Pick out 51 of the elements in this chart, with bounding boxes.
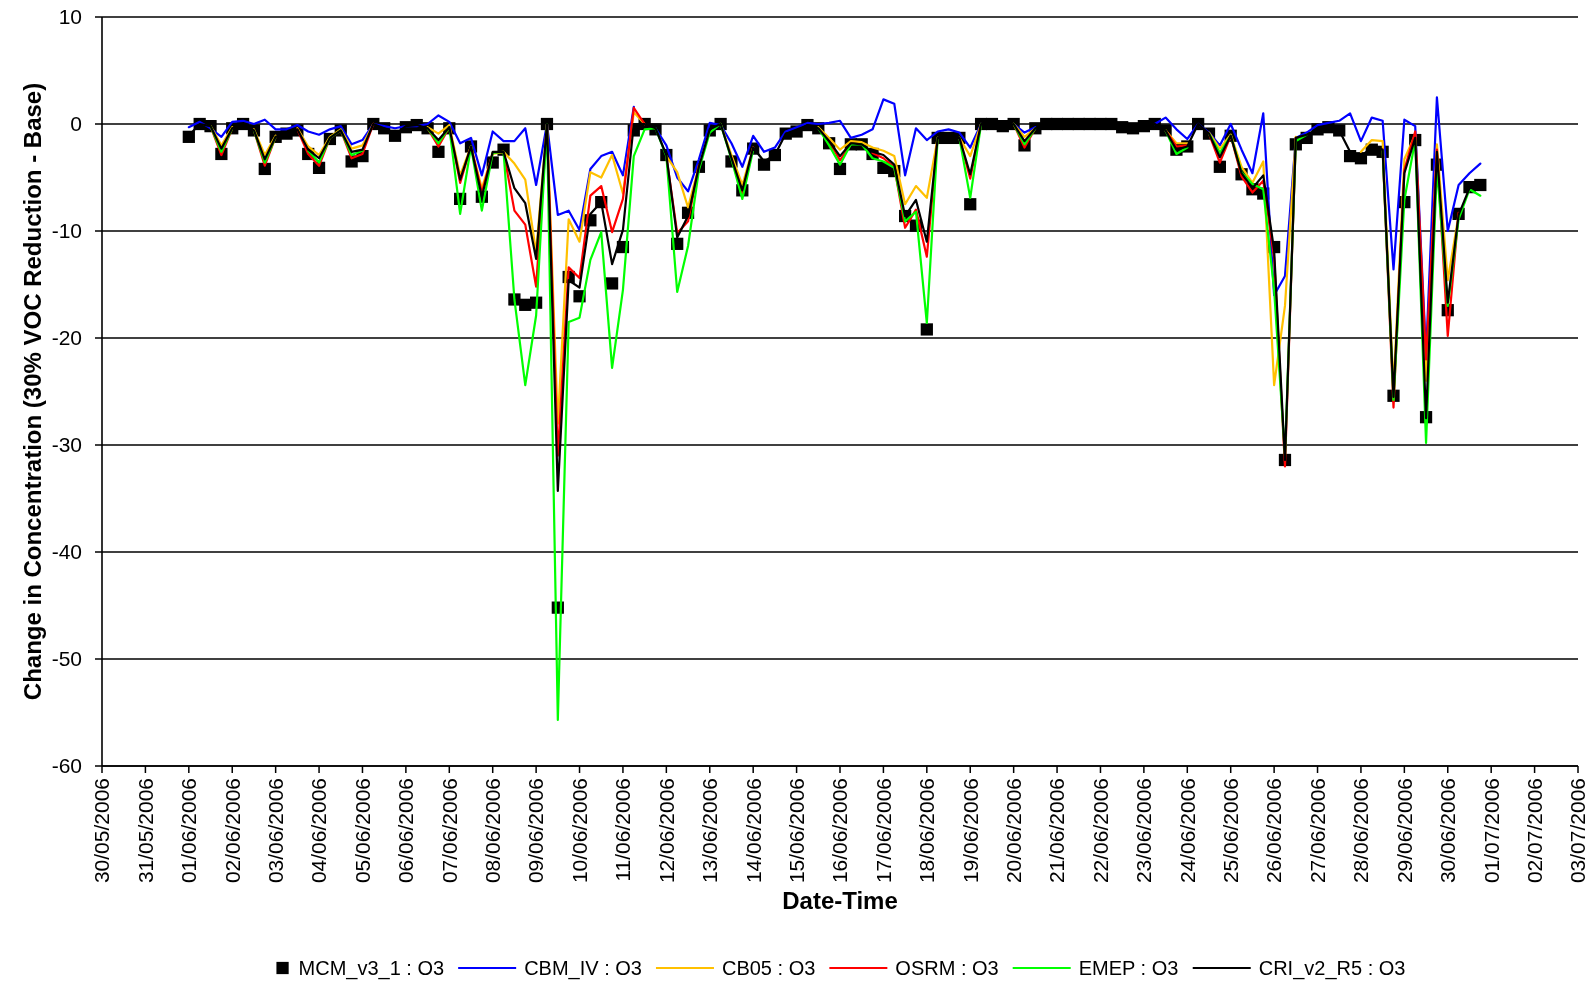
x-tick-label: 08/06/2006 [481,778,505,884]
legend-label: CRI_v2_R5 : O3 [1258,957,1406,980]
y-tick-label: -30 [51,433,82,457]
x-tick-label: 04/06/2006 [307,778,331,884]
y-tick-label: -50 [51,647,82,671]
x-tick-label: 25/06/2006 [1219,778,1243,884]
x-tick-label: 23/06/2006 [1132,778,1156,884]
x-tick-label: 07/06/2006 [437,778,461,884]
x-tick-label: 29/06/2006 [1392,778,1416,884]
legend-label: CB05 : O3 [721,957,816,979]
x-tick-label: 16/06/2006 [828,778,852,884]
x-tick-label: 17/06/2006 [871,778,895,884]
x-tick-label: 03/07/2006 [1566,778,1590,884]
y-tick-label: -10 [51,219,82,243]
x-axis-title: Date-Time [782,887,898,914]
legend-label: CBM_IV : O3 [524,957,642,980]
x-tick-label: 20/06/2006 [1002,778,1025,884]
x-tick-label: 27/06/2006 [1305,778,1329,884]
x-tick-label: 13/06/2006 [698,778,722,884]
x-tick-label: 01/06/2006 [177,778,201,884]
x-tick-label: 26/06/2006 [1262,778,1286,884]
legend-label: OSRM : O3 [895,957,999,979]
y-tick-label: 0 [70,112,82,136]
x-tick-label: 18/06/2006 [915,778,939,884]
x-tick-label: 28/06/2006 [1349,778,1373,884]
x-tick-label: 09/06/2006 [524,778,548,884]
x-tick-label: 02/07/2006 [1522,778,1546,884]
y-tick-label: 10 [58,5,82,29]
x-tick-label: 02/06/2006 [220,778,244,884]
x-tick-label: 31/05/2006 [133,778,157,884]
x-tick-label: 11/06/2006 [611,778,635,882]
y-tick-label: -40 [51,540,82,564]
x-tick-label: 14/06/2006 [741,778,765,884]
x-tick-label: 03/06/2006 [264,778,287,884]
x-tick-label: 19/06/2006 [958,778,982,884]
x-tick-label: 15/06/2006 [784,778,808,884]
x-tick-label: 10/06/2006 [567,778,591,884]
x-tick-label: 30/06/2006 [1436,778,1460,884]
y-axis-title: Change in Concentration (30% VOC Reduction - Base) [19,82,47,701]
legend-label: EMEP : O3 [1078,957,1179,979]
x-tick-label: 12/06/2006 [654,778,678,884]
y-tick-label: -20 [51,326,82,350]
legend-label: MCM_v3_1 : O3 [298,957,445,980]
x-tick-label: 30/05/2006 [90,778,114,884]
x-tick-label: 06/06/2006 [394,778,418,884]
x-tick-label: 21/06/2006 [1045,778,1069,884]
x-tick-label: 24/06/2006 [1175,778,1199,884]
y-tick-label: -60 [51,754,82,778]
x-tick-label: 05/06/2006 [350,778,374,884]
x-tick-label: 01/07/2006 [1479,778,1503,884]
x-tick-label: 22/06/2006 [1088,778,1112,884]
